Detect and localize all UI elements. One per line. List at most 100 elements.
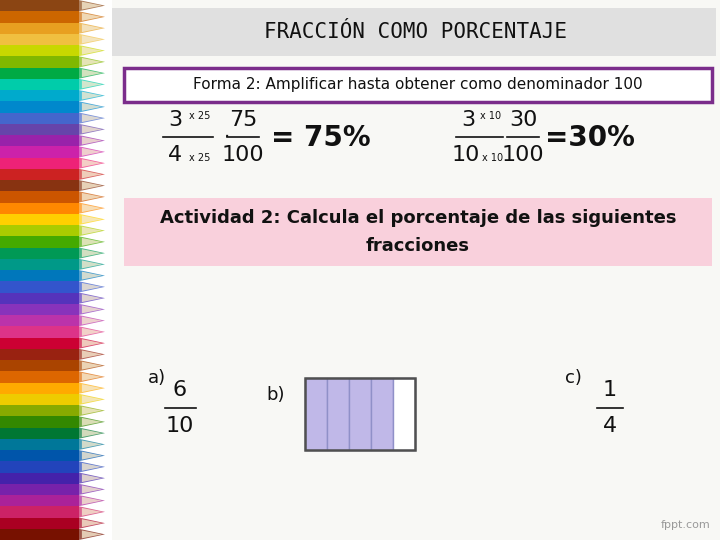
Polygon shape: [82, 463, 102, 471]
Text: a): a): [148, 369, 166, 387]
Polygon shape: [82, 384, 102, 392]
Polygon shape: [78, 360, 105, 372]
Bar: [0, 416, 78, 428]
Text: 75: 75: [229, 110, 257, 130]
Polygon shape: [82, 508, 102, 516]
Polygon shape: [78, 33, 105, 45]
Polygon shape: [78, 259, 105, 270]
Polygon shape: [82, 497, 102, 504]
Polygon shape: [82, 249, 102, 257]
Polygon shape: [82, 24, 102, 32]
Polygon shape: [82, 171, 102, 178]
Bar: [0, 247, 78, 259]
Polygon shape: [78, 382, 105, 394]
Polygon shape: [82, 137, 102, 145]
Polygon shape: [78, 450, 105, 461]
Bar: [0, 56, 78, 68]
Polygon shape: [82, 429, 102, 437]
Bar: [0, 68, 78, 79]
Bar: [393, 378, 415, 450]
Polygon shape: [78, 416, 105, 428]
Bar: [124, 198, 712, 266]
Polygon shape: [82, 36, 102, 43]
Bar: [0, 428, 78, 438]
Polygon shape: [78, 405, 105, 416]
Bar: [0, 461, 78, 472]
Bar: [0, 281, 78, 293]
Polygon shape: [82, 418, 102, 426]
Bar: [305, 378, 415, 450]
Text: FRACCIÓN COMO PORCENTAJE: FRACCIÓN COMO PORCENTAJE: [264, 22, 567, 42]
Bar: [0, 135, 78, 146]
Polygon shape: [78, 191, 105, 202]
Polygon shape: [82, 373, 102, 381]
Bar: [0, 23, 78, 33]
Polygon shape: [82, 92, 102, 99]
Text: 3: 3: [461, 110, 475, 130]
Bar: [0, 112, 78, 124]
Bar: [0, 529, 78, 540]
Polygon shape: [82, 114, 102, 122]
Text: fracciones: fracciones: [366, 237, 470, 255]
Polygon shape: [78, 394, 105, 405]
Polygon shape: [82, 283, 102, 291]
Polygon shape: [82, 2, 102, 10]
Text: x 25: x 25: [189, 111, 210, 121]
Text: Actividad 2: Calcula el porcentaje de las siguientes: Actividad 2: Calcula el porcentaje de la…: [160, 209, 676, 227]
Polygon shape: [78, 507, 105, 517]
Bar: [0, 303, 78, 315]
Text: fppt.com: fppt.com: [660, 520, 710, 530]
Bar: [349, 378, 371, 450]
Polygon shape: [82, 103, 102, 111]
Bar: [0, 146, 78, 158]
Text: x 10: x 10: [480, 111, 501, 121]
Bar: [0, 517, 78, 529]
Bar: [0, 394, 78, 405]
Polygon shape: [82, 125, 102, 133]
Bar: [112, 8, 716, 56]
Polygon shape: [78, 472, 105, 484]
Bar: [371, 378, 393, 450]
Polygon shape: [78, 338, 105, 349]
Text: x 25: x 25: [189, 153, 210, 163]
Bar: [327, 378, 349, 450]
Polygon shape: [78, 23, 105, 33]
Text: Forma 2: Amplificar hasta obtener como denominador 100: Forma 2: Amplificar hasta obtener como d…: [193, 78, 643, 92]
Polygon shape: [82, 69, 102, 77]
Polygon shape: [78, 79, 105, 90]
Polygon shape: [78, 102, 105, 112]
Polygon shape: [82, 350, 102, 359]
Polygon shape: [78, 247, 105, 259]
Polygon shape: [78, 517, 105, 529]
Bar: [0, 507, 78, 517]
Polygon shape: [78, 461, 105, 472]
Polygon shape: [78, 146, 105, 158]
Bar: [0, 168, 78, 180]
Text: 4: 4: [168, 145, 182, 165]
Bar: [0, 45, 78, 56]
Text: c): c): [565, 369, 582, 387]
Polygon shape: [78, 225, 105, 237]
Bar: [0, 495, 78, 507]
Bar: [0, 372, 78, 382]
Text: 10: 10: [166, 416, 194, 436]
Text: x 10: x 10: [482, 153, 503, 163]
Text: 3: 3: [168, 110, 182, 130]
Polygon shape: [78, 438, 105, 450]
Text: 100: 100: [222, 145, 264, 165]
Polygon shape: [78, 529, 105, 540]
Polygon shape: [82, 260, 102, 268]
Text: =30%: =30%: [545, 124, 635, 152]
Text: b): b): [266, 386, 285, 404]
Polygon shape: [78, 135, 105, 146]
Polygon shape: [78, 484, 105, 495]
Polygon shape: [78, 56, 105, 68]
Polygon shape: [82, 238, 102, 246]
Text: 6: 6: [173, 380, 187, 400]
Bar: [0, 349, 78, 360]
Bar: [0, 270, 78, 281]
Bar: [0, 259, 78, 270]
Bar: [112, 0, 720, 540]
Polygon shape: [82, 519, 102, 527]
Text: = 75%: = 75%: [271, 124, 371, 152]
